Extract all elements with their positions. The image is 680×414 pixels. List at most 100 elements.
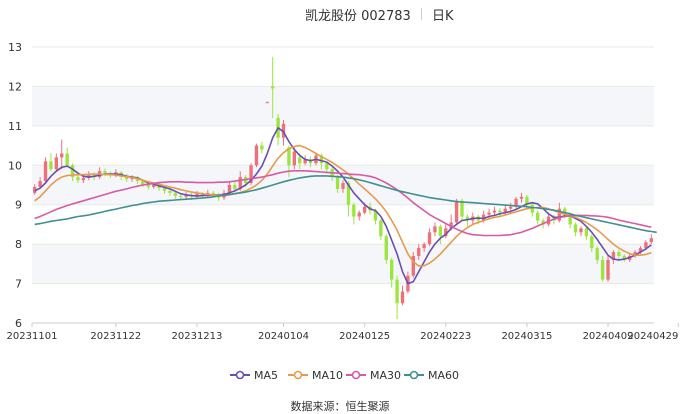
candle-body bbox=[563, 208, 567, 215]
band-11 bbox=[32, 86, 654, 126]
candle bbox=[54, 153, 59, 172]
candle bbox=[70, 163, 75, 182]
candle-body bbox=[444, 228, 448, 237]
candle-body bbox=[508, 206, 513, 209]
candle bbox=[124, 173, 129, 182]
candle bbox=[33, 184, 37, 195]
legend-label: MA5 bbox=[254, 368, 279, 382]
candle-body bbox=[54, 157, 59, 170]
candle-body bbox=[168, 190, 172, 193]
candle-body bbox=[595, 248, 599, 260]
y-tick-label: 10 bbox=[8, 159, 22, 172]
candle-body bbox=[417, 248, 421, 256]
legend-label: MA10 bbox=[312, 368, 344, 382]
candle-body bbox=[557, 208, 562, 221]
legend-line-circle-icon bbox=[346, 370, 366, 380]
candle-body bbox=[49, 161, 53, 170]
grid-lines bbox=[32, 46, 654, 324]
candle bbox=[444, 224, 448, 239]
candle bbox=[573, 222, 578, 237]
candle bbox=[173, 190, 178, 199]
candle-body bbox=[622, 255, 626, 260]
legend-label: MA30 bbox=[370, 368, 402, 382]
candle-body bbox=[633, 252, 637, 256]
candle bbox=[65, 147, 69, 168]
candle-body bbox=[254, 145, 259, 166]
candle-body bbox=[265, 102, 269, 104]
candle bbox=[530, 202, 534, 217]
candle bbox=[325, 161, 329, 174]
legend: MA5 MA10 MA30 MA60 bbox=[0, 367, 680, 383]
candle-body bbox=[238, 177, 242, 189]
candle-body bbox=[427, 232, 432, 245]
candle-body bbox=[325, 163, 329, 170]
candle bbox=[292, 147, 296, 170]
candle bbox=[341, 180, 345, 193]
candle-body bbox=[352, 204, 356, 217]
candle bbox=[168, 188, 172, 197]
candle bbox=[335, 175, 340, 193]
legend-item-ma10[interactable]: MA10 bbox=[288, 367, 343, 383]
candle bbox=[595, 246, 599, 264]
candle bbox=[600, 255, 605, 282]
y-tick-label: 8 bbox=[15, 238, 22, 251]
candle-body bbox=[584, 228, 589, 237]
candle-body bbox=[303, 159, 307, 164]
candle-body bbox=[162, 188, 167, 191]
candle bbox=[346, 181, 351, 217]
legend-line-circle-icon bbox=[404, 370, 424, 380]
candle bbox=[633, 250, 637, 258]
y-tick-label: 9 bbox=[15, 199, 22, 212]
candle-body bbox=[395, 279, 399, 304]
candle-body bbox=[487, 212, 491, 215]
candle-body bbox=[233, 185, 237, 189]
chart-period-label[interactable]: 日K bbox=[432, 9, 454, 24]
legend-item-ma60[interactable]: MA60 bbox=[404, 367, 459, 383]
candle bbox=[611, 250, 616, 264]
candle-body bbox=[298, 157, 302, 164]
candle-body bbox=[249, 165, 253, 184]
candle-body bbox=[60, 153, 64, 158]
candle-body bbox=[373, 210, 378, 221]
candle-body bbox=[65, 153, 69, 166]
candle-body bbox=[260, 145, 264, 150]
candle-body bbox=[411, 255, 415, 276]
candle-body bbox=[292, 151, 296, 166]
line-ma30 bbox=[34, 170, 652, 237]
legend-line-circle-icon bbox=[288, 370, 308, 380]
x-tick-label: 20240409 bbox=[583, 331, 634, 342]
legend-label: MA60 bbox=[428, 368, 460, 382]
candle-body bbox=[319, 155, 324, 164]
candle-body bbox=[379, 220, 383, 237]
candle-body bbox=[590, 236, 594, 249]
candle bbox=[49, 153, 53, 172]
title-separator bbox=[421, 8, 422, 20]
candle-body bbox=[184, 194, 188, 197]
candle bbox=[357, 210, 361, 221]
y-tick-label: 7 bbox=[15, 278, 22, 291]
x-tick-label: 20240104 bbox=[258, 331, 309, 342]
x-tick-label: 20240125 bbox=[339, 331, 390, 342]
candle-body bbox=[568, 214, 572, 225]
candle-body bbox=[341, 183, 345, 189]
legend-item-ma30[interactable]: MA30 bbox=[346, 367, 401, 383]
candle-body bbox=[38, 181, 42, 187]
chart-title: 凯龙股份 002783 bbox=[305, 9, 411, 24]
legend-item-ma5[interactable]: MA5 bbox=[230, 367, 278, 383]
candle bbox=[498, 207, 502, 217]
candle-body bbox=[600, 259, 605, 280]
candle bbox=[411, 252, 415, 278]
candle bbox=[265, 101, 269, 104]
candle bbox=[438, 224, 443, 245]
candle-body bbox=[346, 183, 351, 205]
candle-body bbox=[536, 212, 540, 221]
x-tick-label: 20240429 bbox=[627, 331, 678, 342]
candle-body bbox=[141, 181, 145, 185]
candle-body bbox=[433, 226, 437, 233]
x-tick-label: 20240315 bbox=[501, 331, 552, 342]
candle-body bbox=[514, 198, 518, 207]
candle-body bbox=[541, 220, 545, 225]
candle-body bbox=[503, 208, 507, 213]
candle bbox=[454, 198, 459, 225]
candle-body bbox=[611, 252, 616, 260]
